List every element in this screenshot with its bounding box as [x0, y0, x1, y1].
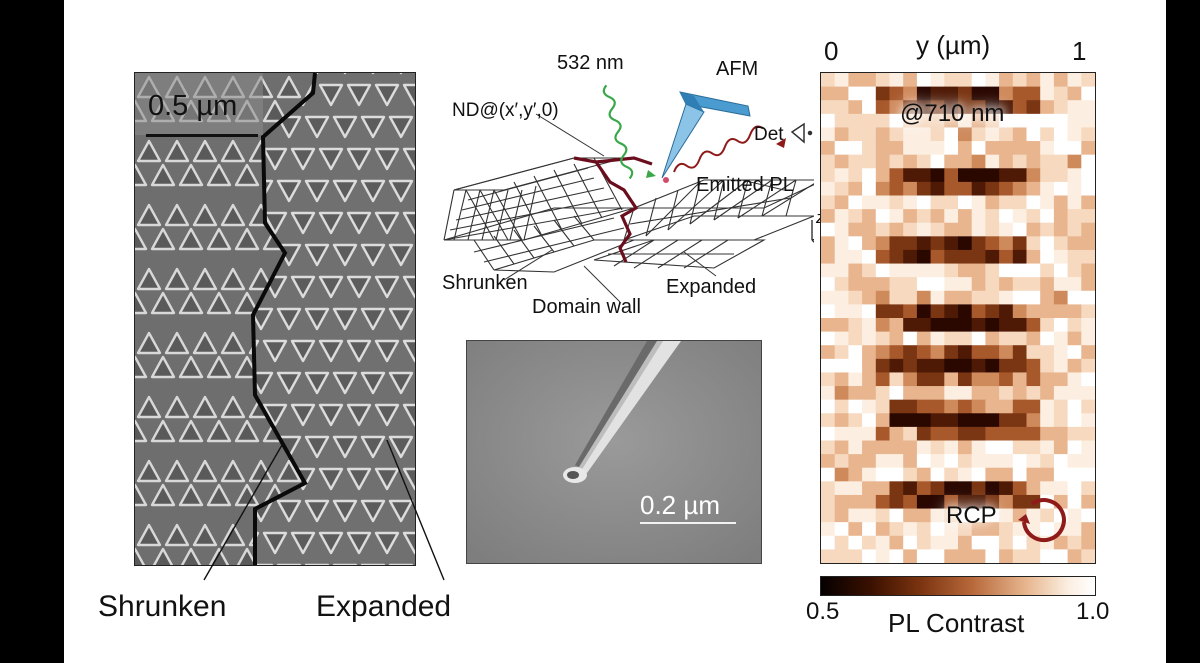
axes-triad [811, 220, 814, 243]
label-emitted-pl: Emitted PL [696, 174, 794, 196]
label-shrunken-b: Shrunken [442, 272, 528, 294]
schematic-diagram [443, 84, 814, 303]
sem-tip-panel [466, 340, 762, 564]
label-afm: AFM [716, 58, 759, 80]
pl-heatmap-panel [820, 72, 1096, 564]
colorbar-min-label: 0.5 [806, 598, 840, 625]
domain-wall-line [250, 73, 317, 565]
heatmap-axis-max: 1 [1072, 36, 1087, 66]
schematic-domain-wall [573, 156, 639, 263]
detector-eye-icon [790, 122, 813, 144]
label-expanded-a: Expanded [316, 590, 452, 623]
heatmap-wavelength-label: @710 nm [900, 100, 1005, 127]
label-domain-wall: Domain wall [532, 296, 641, 318]
sem-lattice-panel [134, 72, 416, 566]
emission-wave-icon [673, 125, 764, 173]
heatmap-polarization-label: RCP [946, 502, 997, 529]
panel-a-leader-lines [203, 440, 445, 581]
sem-lattice-image [135, 73, 415, 565]
colorbar-title: PL Contrast [888, 608, 1025, 638]
scale-bar-c [640, 522, 736, 524]
pl-contrast-colorbar [820, 576, 1096, 596]
lattice-sheets [443, 157, 814, 273]
label-expanded-b: Expanded [666, 276, 757, 298]
nanodiamond-dot [663, 177, 669, 183]
label-nd-position: ND@(x′,y′,0) [452, 100, 559, 121]
pl-heatmap-image [821, 73, 1095, 563]
afm-tip-icon [661, 91, 751, 179]
colorbar-max-label: 1.0 [1076, 598, 1110, 625]
label-det: Det [754, 124, 784, 145]
scale-bar-a [146, 134, 258, 137]
figure-page: 0.5 µm Shrunken Expanded [64, 0, 1166, 663]
scale-label-a: 0.5 µm [148, 90, 238, 122]
heatmap-axis-title: y (µm) [916, 30, 991, 60]
laser-beam-icon [602, 84, 634, 180]
rcp-rotation-icon [1018, 498, 1066, 543]
scale-label-c: 0.2 µm [640, 490, 721, 520]
sem-tip-image [467, 341, 761, 563]
label-532nm: 532 nm [557, 52, 624, 74]
heatmap-axis-min: 0 [824, 36, 839, 66]
label-shrunken-a: Shrunken [98, 590, 227, 623]
